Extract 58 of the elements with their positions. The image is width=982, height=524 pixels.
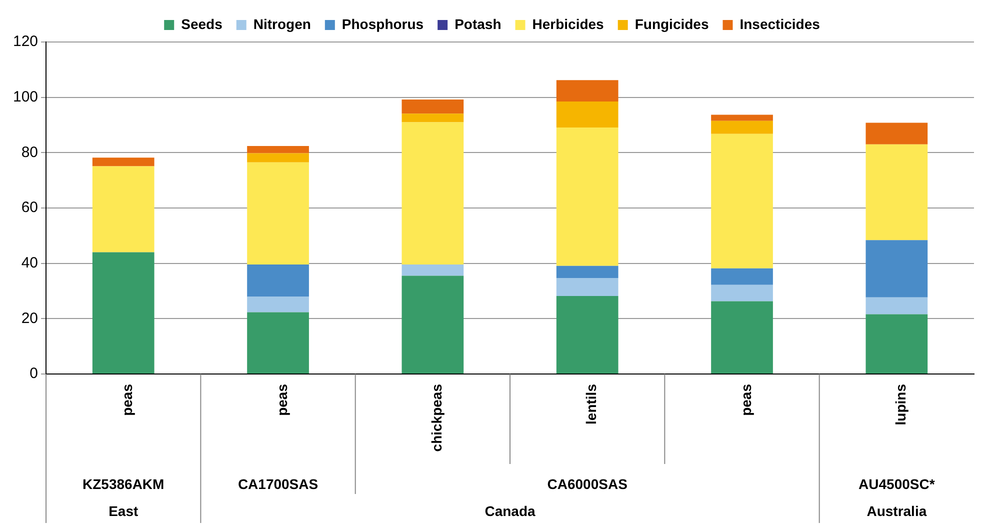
bar <box>556 101 618 128</box>
bar <box>711 134 773 268</box>
bar <box>92 252 154 374</box>
bar <box>247 153 309 162</box>
bar <box>866 144 928 240</box>
text: CA6000SAS <box>547 476 628 492</box>
legend-label: Herbicides <box>532 16 604 32</box>
bar <box>866 240 928 298</box>
bar <box>866 297 928 314</box>
legend-label: Seeds <box>181 16 223 32</box>
x-tick-label: peas <box>738 384 754 416</box>
bar <box>247 162 309 264</box>
x-tick-label: chickpeas <box>428 384 445 452</box>
bar <box>556 278 618 296</box>
bar <box>866 314 928 374</box>
bar <box>247 146 309 154</box>
bar <box>711 301 773 374</box>
x-tick-label: peas <box>119 384 136 416</box>
bar <box>402 276 464 374</box>
bar <box>711 114 773 121</box>
bar <box>711 120 773 134</box>
bar <box>247 264 309 297</box>
bar <box>556 266 618 278</box>
text: Australia <box>866 502 927 519</box>
y-tick-label: 20 <box>21 310 38 327</box>
x-tick-label: lentils <box>583 384 600 424</box>
y-tick-label: 80 <box>21 144 38 161</box>
x-tick-label: lupins <box>892 384 909 426</box>
bar <box>402 114 464 122</box>
bar <box>711 284 773 302</box>
legend-label: Phosphorus <box>342 16 424 32</box>
bar <box>92 158 154 166</box>
legend-label: Nitrogen <box>253 16 311 32</box>
bar <box>402 100 464 114</box>
legend-label: Potash <box>454 16 502 32</box>
y-tick-label: 0 <box>30 365 38 382</box>
legend-label: Fungicides <box>634 16 709 32</box>
bar <box>866 122 928 144</box>
bar <box>556 127 618 266</box>
text: CA1700SAS <box>238 476 318 492</box>
y-tick-label: 60 <box>21 199 38 216</box>
text: Canada <box>484 502 536 519</box>
text: AU4500SC* <box>858 476 936 492</box>
y-tick-label: 40 <box>21 254 38 272</box>
text: KZ5386AKM <box>82 476 164 492</box>
x-tick-label: peas <box>274 384 290 416</box>
bar <box>92 166 154 252</box>
bar <box>402 264 464 276</box>
text: East <box>108 502 138 519</box>
bar <box>247 296 309 312</box>
bar <box>556 296 618 374</box>
y-tick-label: 120 <box>12 33 38 50</box>
y-tick-label: 100 <box>12 88 38 106</box>
bar <box>711 268 773 285</box>
bar <box>556 80 618 102</box>
bar <box>247 312 309 374</box>
bar <box>402 122 464 264</box>
legend-label: Insecticides <box>740 16 820 32</box>
